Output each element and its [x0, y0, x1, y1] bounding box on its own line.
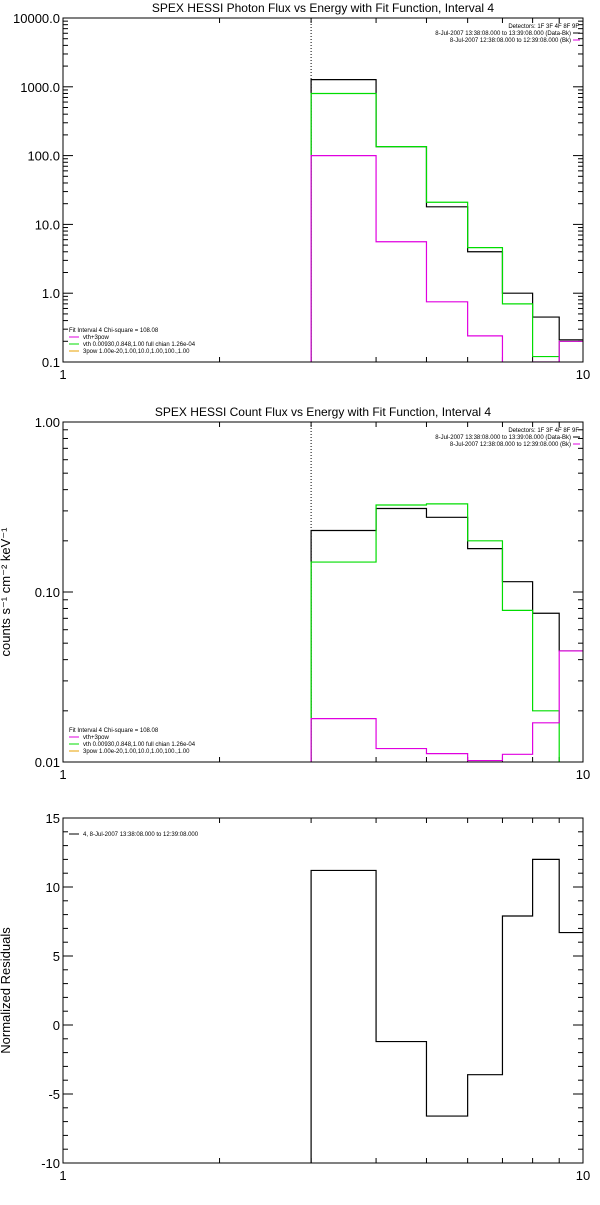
- y-axis-label: Normalized Residuals: [0, 927, 13, 1054]
- legend-entry: Detectors: 1F 3F 4F 8F 9F: [508, 24, 579, 30]
- legend-entry: Detectors: 1F 3F 4F 8F 9F: [508, 428, 579, 434]
- legend-entry: vth 0.00930,0.848,1.00 full chian 1.26e-…: [83, 742, 196, 748]
- series-1-line: [310, 858, 583, 1163]
- legend-entry: Fit Interval 4 Chi-square = 108.08: [69, 328, 159, 334]
- y-tick-label: 0: [53, 1018, 60, 1033]
- series-3-line: [310, 155, 583, 362]
- series-3-line: [310, 650, 583, 762]
- panel-2: [62, 421, 584, 763]
- y-tick-label: 5: [53, 949, 60, 964]
- plot-frame: [62, 17, 584, 363]
- y-tick-label: 10: [46, 880, 60, 895]
- series-2-line: [310, 503, 560, 762]
- x-tick-label: 10: [576, 1168, 590, 1183]
- legend-entry: 8-Jul-2007 13:38:08.000 to 13:39:08.000 …: [435, 435, 571, 441]
- y-tick-label: 0.1: [42, 355, 60, 370]
- x-tick-label: 10: [576, 767, 590, 782]
- legend-entry: vth 0.00930,0.848,1.00 full chian 1.26e-…: [83, 342, 196, 348]
- plot-frame: [62, 817, 584, 1164]
- legend-entry: 3pow 1.00e-20,1.00,10.0,1.00,100.,1.00: [83, 749, 190, 755]
- plot-frame: [62, 421, 584, 763]
- y-tick-label: 1.00: [35, 415, 60, 430]
- series-1-line: [310, 79, 583, 362]
- y-tick-label: 0.01: [35, 755, 60, 770]
- series-1-line: [310, 507, 583, 762]
- legend-entry: Fit Interval 4 Chi-square = 108.08: [69, 728, 159, 734]
- legend-entry: vth+3pow: [83, 335, 110, 341]
- x-tick-label: 10: [576, 367, 590, 382]
- y-tick-label: -5: [48, 1087, 60, 1102]
- legend-entry: 4, 8-Jul-2007 13:38:08.000 to 12:39:08.0…: [83, 832, 199, 838]
- x-tick-label: 1: [59, 767, 66, 782]
- legend-entry: 8-Jul-2007 12:38:08.000 to 12:39:08.000 …: [450, 38, 571, 44]
- panel-1: [62, 17, 584, 363]
- y-tick-label: -10: [41, 1156, 60, 1171]
- y-tick-label: 1.0: [42, 286, 60, 301]
- legend-entry: vth+3pow: [83, 735, 110, 741]
- y-tick-label: 100.0: [27, 149, 60, 164]
- x-tick-label: 1: [59, 1168, 66, 1183]
- y-tick-label: 10.0: [35, 217, 60, 232]
- series-2-line: [310, 92, 583, 362]
- legend-entry: 3pow 1.00e-20,1.00,10.0,1.00,100.,1.00: [83, 349, 190, 355]
- chart-title: SPEX HESSI Photon Flux vs Energy with Fi…: [152, 1, 494, 15]
- legend-entry: 8-Jul-2007 13:38:08.000 to 13:39:08.000 …: [435, 31, 571, 37]
- x-tick-label: 1: [59, 367, 66, 382]
- chart-title: SPEX HESSI Count Flux vs Energy with Fit…: [155, 405, 491, 419]
- panel-3: [62, 817, 584, 1164]
- legend-entry: 8-Jul-2007 12:38:08.000 to 12:39:08.000 …: [450, 442, 571, 448]
- y-tick-label: 10000.0: [13, 11, 60, 26]
- y-tick-label: 15: [46, 811, 60, 826]
- y-tick-label: 0.10: [35, 585, 60, 600]
- y-tick-label: 1000.0: [20, 80, 60, 95]
- y-axis-label: counts s⁻¹ cm⁻² keV⁻¹: [0, 527, 13, 657]
